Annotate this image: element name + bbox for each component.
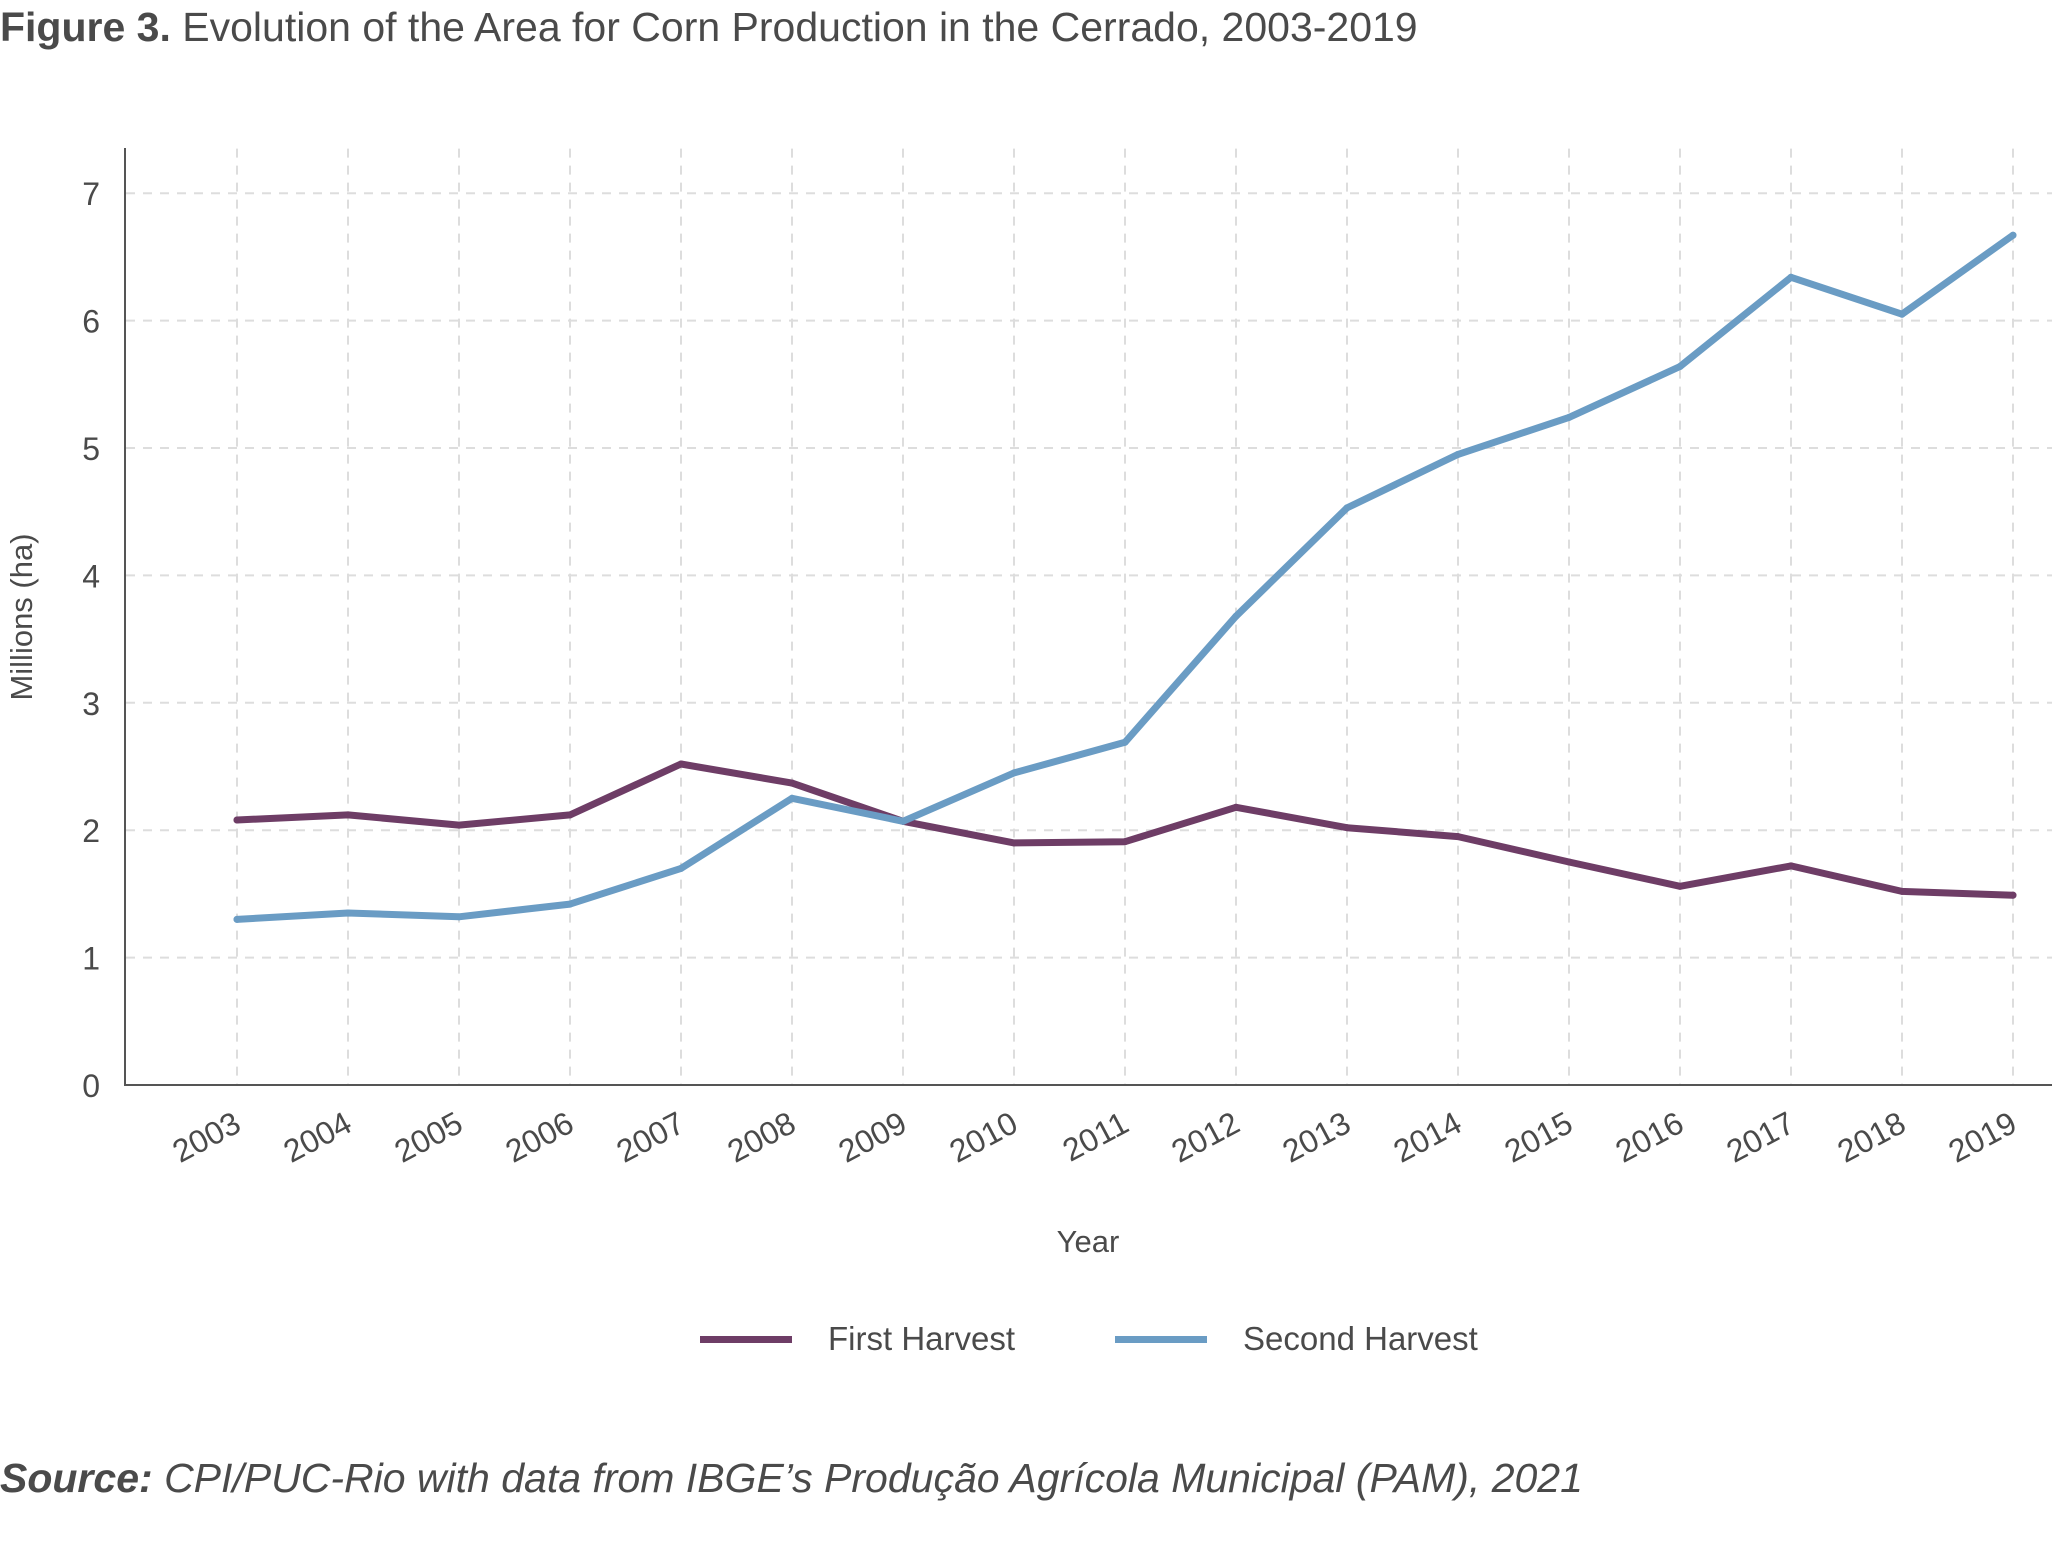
legend-label-second-harvest: Second Harvest xyxy=(1243,1320,1478,1357)
x-tick-label: 2009 xyxy=(833,1104,913,1169)
y-tick-label: 1 xyxy=(82,941,100,977)
x-tick-label: 2015 xyxy=(1499,1104,1579,1169)
data-point-second-harvest xyxy=(1787,273,1795,281)
x-tick-label: 2017 xyxy=(1721,1104,1801,1169)
data-point-second-harvest xyxy=(1232,612,1240,620)
figure-label: Figure 3. xyxy=(0,4,171,50)
y-axis-label: Millions (ha) xyxy=(4,533,39,700)
data-point-first-harvest xyxy=(1898,887,1906,895)
legend-label-first-harvest: First Harvest xyxy=(828,1320,1016,1357)
data-point-second-harvest xyxy=(1676,362,1684,370)
x-tick-label: 2018 xyxy=(1832,1104,1912,1169)
data-point-first-harvest xyxy=(1232,803,1240,811)
x-tick-label: 2008 xyxy=(722,1104,802,1169)
data-point-first-harvest xyxy=(677,760,685,768)
legend-swatch-second-harvest xyxy=(1115,1335,1208,1343)
data-point-first-harvest xyxy=(788,779,796,787)
data-point-first-harvest xyxy=(1454,833,1462,841)
axes xyxy=(124,148,2052,1086)
source-note: Source: CPI/PUC-Rio with data from IBGE’… xyxy=(0,1455,1583,1502)
y-tick-label: 0 xyxy=(82,1068,100,1104)
data-point-second-harvest xyxy=(1010,769,1018,777)
y-tick-label: 3 xyxy=(82,686,100,722)
x-tick-label: 2006 xyxy=(500,1104,580,1169)
legend-item-first-harvest: First Harvest xyxy=(700,1320,1015,1358)
data-point-first-harvest xyxy=(455,821,463,829)
x-tick-label: 2019 xyxy=(1943,1104,2023,1169)
data-point-second-harvest xyxy=(1565,413,1573,421)
figure-title: Figure 3. Evolution of the Area for Corn… xyxy=(0,4,1418,51)
data-point-second-harvest xyxy=(344,909,352,917)
x-tick-label: 2013 xyxy=(1277,1104,1357,1169)
x-tick-label: 2003 xyxy=(167,1104,247,1169)
series-lines xyxy=(233,231,2017,923)
x-tick-label: 2011 xyxy=(1057,1104,1135,1168)
legend-item-second-harvest: Second Harvest xyxy=(1115,1320,1478,1358)
data-point-second-harvest xyxy=(1121,738,1129,746)
y-tick-label: 7 xyxy=(82,176,100,212)
data-point-second-harvest xyxy=(788,794,796,802)
data-point-first-harvest xyxy=(1121,838,1129,846)
data-point-first-harvest xyxy=(1565,858,1573,866)
data-point-second-harvest xyxy=(1343,504,1351,512)
source-text: CPI/PUC-Rio with data from IBGE’s Produç… xyxy=(164,1455,1583,1501)
x-axis-label: Year xyxy=(1057,1224,1120,1259)
grid-lines xyxy=(126,148,2052,1085)
data-point-first-harvest xyxy=(1010,839,1018,847)
data-point-second-harvest xyxy=(899,817,907,825)
data-point-first-harvest xyxy=(2009,891,2017,899)
data-point-first-harvest xyxy=(233,816,241,824)
data-point-first-harvest xyxy=(1343,824,1351,832)
data-point-second-harvest xyxy=(1454,450,1462,458)
figure-title-text: Evolution of the Area for Corn Productio… xyxy=(182,4,1418,50)
data-point-second-harvest xyxy=(566,900,574,908)
y-tick-label: 2 xyxy=(82,813,100,849)
data-point-second-harvest xyxy=(1898,310,1906,318)
x-tick-label: 2005 xyxy=(389,1104,469,1169)
y-tick-labels: 0 1 2 3 4 5 6 7 xyxy=(82,176,100,1104)
data-point-second-harvest xyxy=(233,915,241,923)
data-point-first-harvest xyxy=(344,811,352,819)
x-tick-label: 2012 xyxy=(1166,1104,1246,1169)
data-point-first-harvest xyxy=(1787,862,1795,870)
data-point-second-harvest xyxy=(677,864,685,872)
legend-swatch-first-harvest xyxy=(700,1335,792,1343)
data-point-second-harvest xyxy=(455,913,463,921)
data-point-first-harvest xyxy=(1676,882,1684,890)
x-tick-label: 2016 xyxy=(1610,1104,1690,1169)
y-tick-label: 4 xyxy=(82,558,100,594)
x-tick-label: 2010 xyxy=(944,1104,1024,1169)
legend: First Harvest Second Harvest xyxy=(700,1320,1478,1358)
x-tick-labels: 2003 2004 2005 2006 2007 2008 2009 2010 2011 2012… xyxy=(167,1104,2023,1169)
y-tick-label: 6 xyxy=(82,304,100,340)
data-point-second-harvest xyxy=(2009,231,2017,239)
x-tick-label: 2004 xyxy=(278,1104,358,1169)
source-label: Source: xyxy=(0,1455,153,1501)
x-tick-label: 2014 xyxy=(1388,1104,1468,1169)
x-tick-label: 2007 xyxy=(611,1104,691,1169)
data-point-first-harvest xyxy=(566,811,574,819)
y-tick-label: 5 xyxy=(82,431,100,467)
